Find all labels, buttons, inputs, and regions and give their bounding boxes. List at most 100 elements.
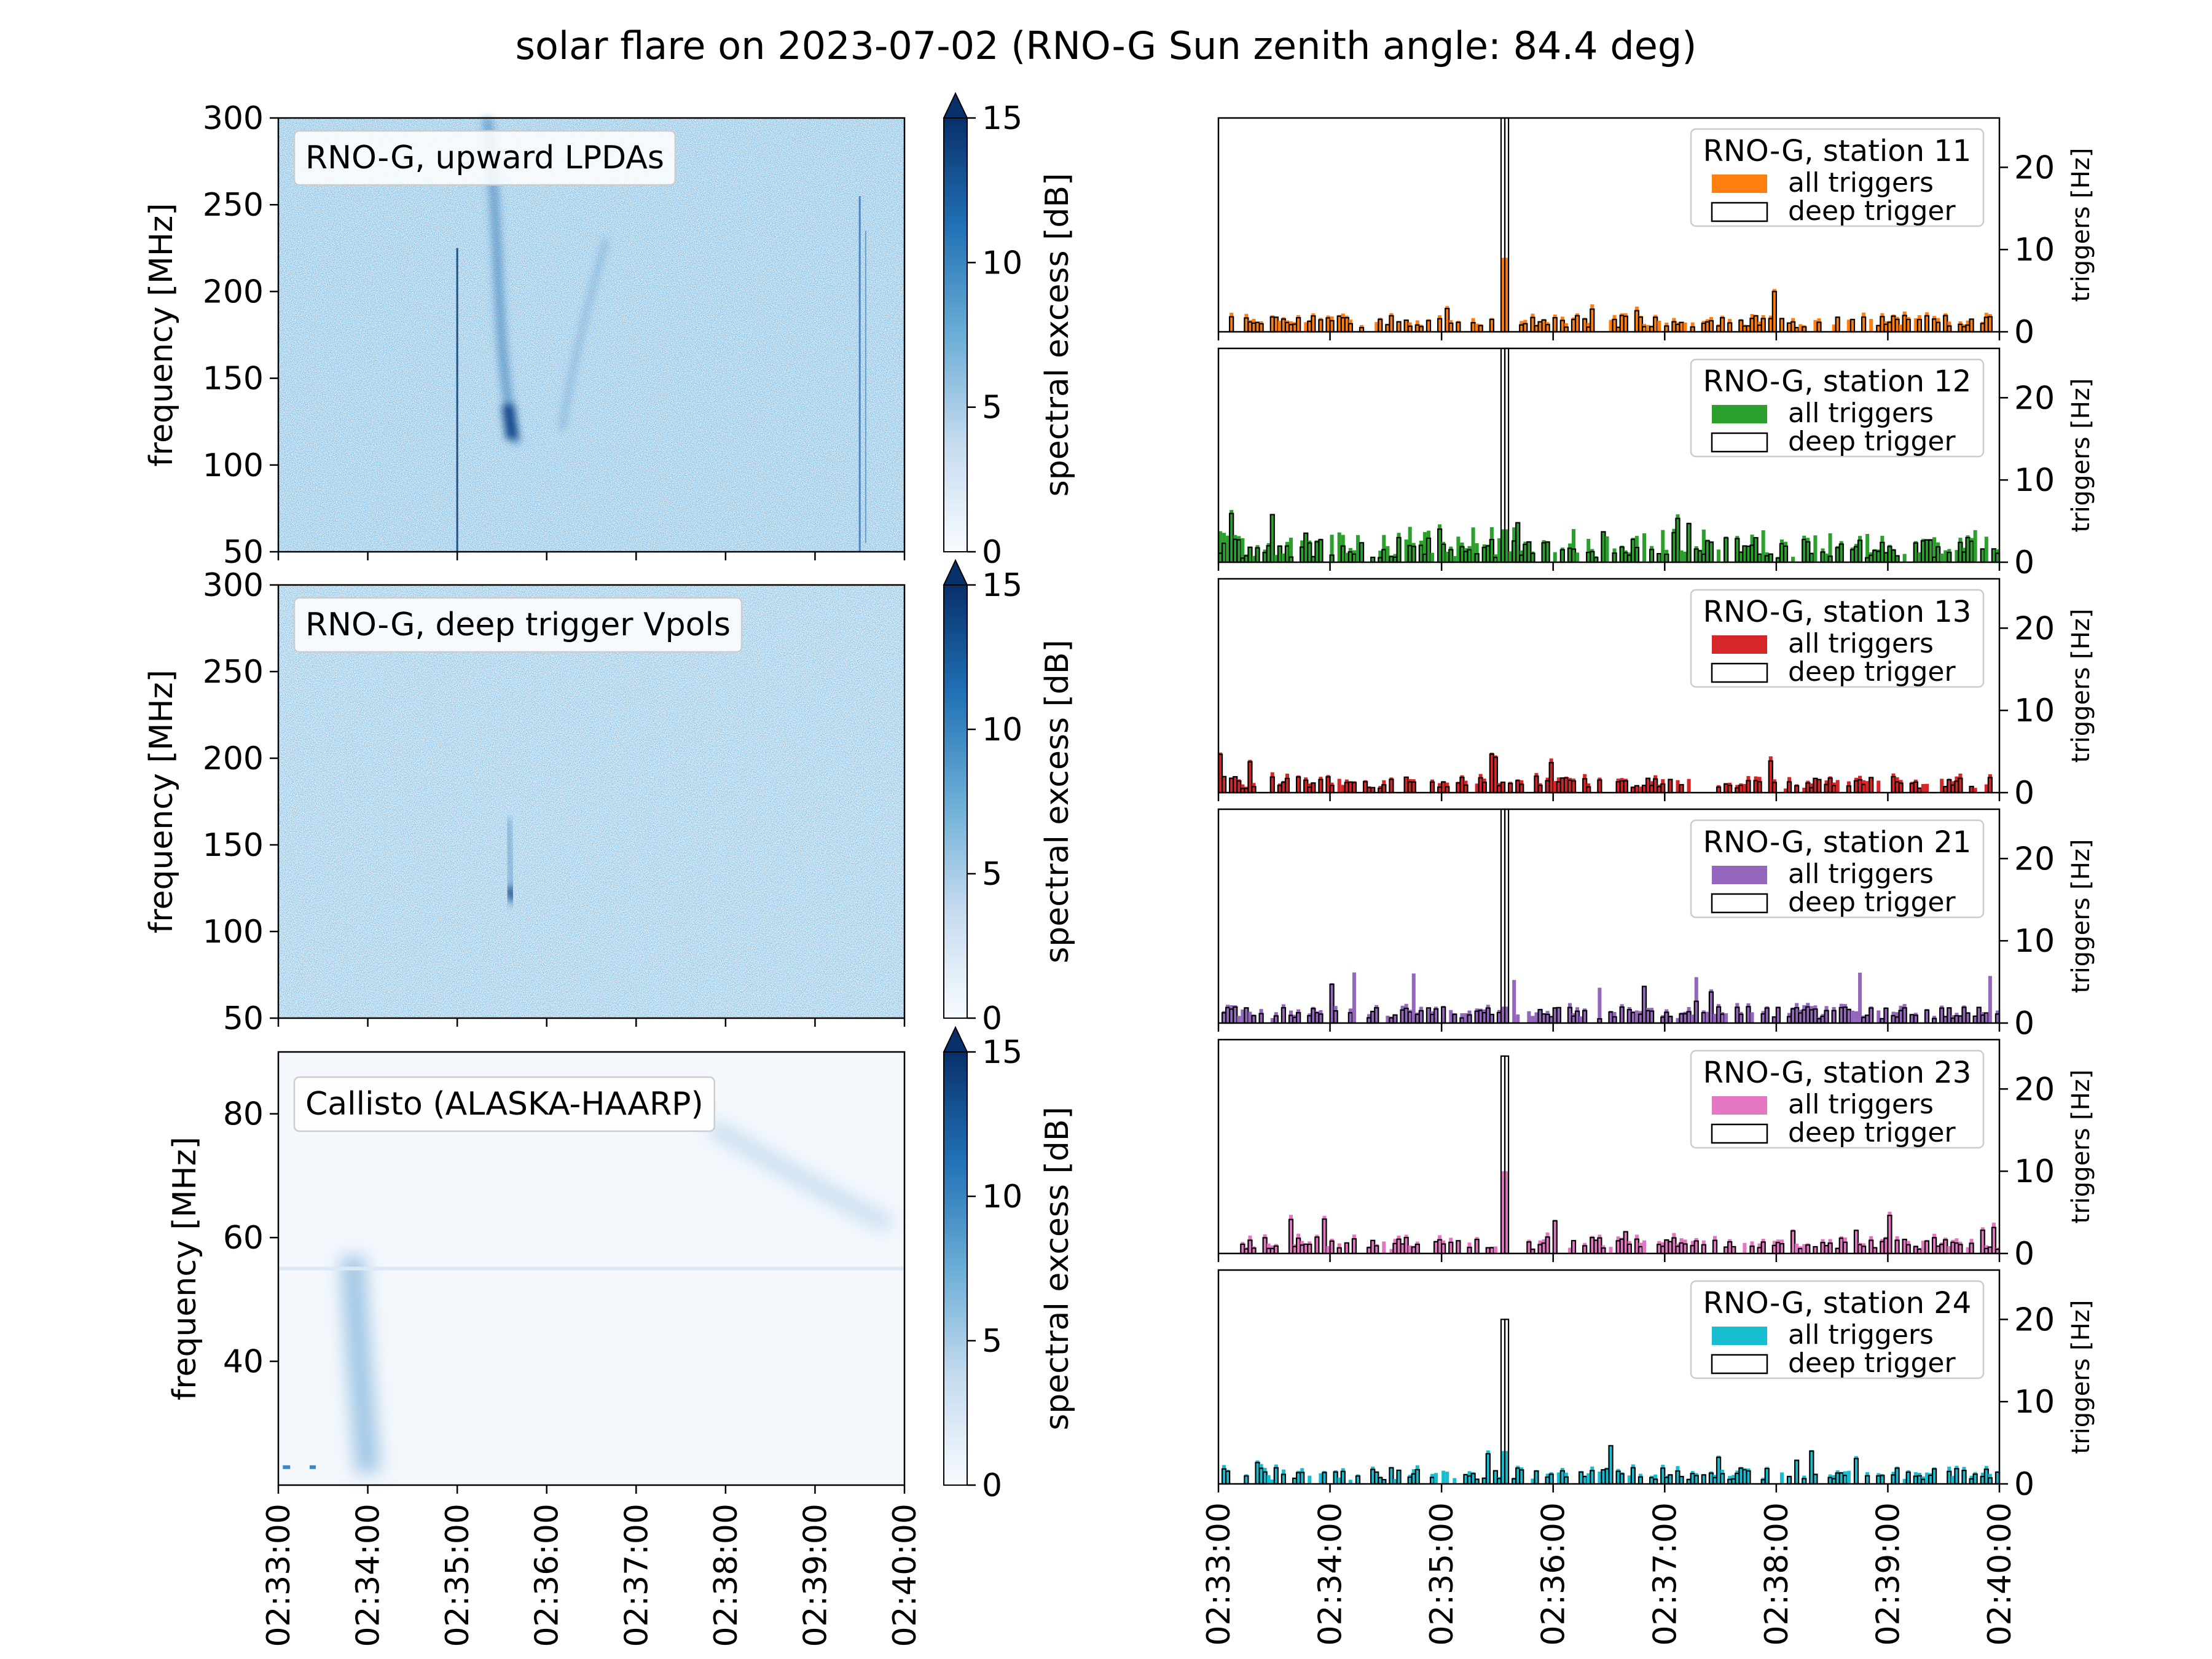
all-triggers-bar [1411, 973, 1416, 1023]
all-triggers-bar [1571, 529, 1576, 562]
all-triggers-bar [1980, 549, 1985, 562]
all-triggers-bar [1835, 1470, 1840, 1484]
all-triggers-bar [1638, 1473, 1642, 1484]
all-triggers-bar [1322, 1215, 1327, 1253]
legend-swatch-deep-trigger [1711, 1354, 1768, 1375]
all-triggers-bar [1672, 528, 1676, 562]
all-triggers-bar [1779, 1239, 1784, 1253]
all-triggers-bar [1757, 777, 1762, 793]
all-triggers-bar [1862, 312, 1866, 332]
all-triggers-bar [1411, 543, 1416, 562]
all-triggers-bar [1929, 539, 1933, 562]
all-triggers-bar [1846, 781, 1851, 793]
all-triggers-bar [1411, 779, 1416, 793]
x-tick-label: 02:35:00 [1424, 1502, 1461, 1646]
all-triggers-bar [1497, 1477, 1501, 1484]
all-triggers-bar [1717, 549, 1721, 562]
all-triggers-bar [1761, 315, 1765, 332]
all-triggers-bar [1995, 549, 1999, 562]
all-triggers-bar [1791, 557, 1795, 562]
all-triggers-bar [1940, 1242, 1944, 1253]
all-triggers-bar [1400, 1005, 1405, 1023]
all-triggers-bar [1516, 1014, 1520, 1023]
all-triggers-bar [1270, 514, 1274, 562]
all-triggers-bar [1947, 1245, 1951, 1253]
all-triggers-bar [1378, 318, 1382, 332]
all-triggers-bar [1991, 1222, 1996, 1253]
x-tick-label: 02:38:00 [1759, 1502, 1795, 1646]
all-triggers-bar [1984, 1013, 1988, 1023]
y-tick-label: 0 [2014, 1005, 2034, 1042]
all-triggers-bar [1371, 1011, 1375, 1023]
all-triggers-bar [1765, 552, 1769, 562]
all-triggers-bar [1634, 785, 1639, 793]
all-triggers-bar [1456, 1240, 1461, 1253]
all-triggers-bar [1969, 318, 1974, 332]
all-triggers-bar [1880, 1018, 1885, 1023]
all-triggers-bar [1308, 320, 1312, 332]
all-triggers-bar [1564, 1472, 1568, 1484]
all-triggers-bar [1862, 780, 1866, 793]
all-triggers-bar [1516, 779, 1520, 793]
all-triggers-bar [1687, 522, 1691, 562]
all-triggers-bar [1534, 773, 1539, 793]
all-triggers-bar [1932, 1467, 1937, 1484]
all-triggers-bar [1531, 1248, 1535, 1253]
legend-title: RNO-G, station 13 [1703, 595, 1972, 629]
all-triggers-bar [1326, 775, 1330, 793]
all-triggers-bar [1650, 546, 1654, 562]
all-triggers-bar [1393, 1239, 1397, 1253]
all-triggers-bar [1419, 540, 1423, 562]
legend-box [1690, 1280, 1985, 1379]
all-triggers-bar [1955, 1465, 1959, 1484]
all-triggers-bar [1679, 1012, 1684, 1023]
all-triggers-bar [1277, 783, 1282, 793]
all-triggers-bar [1701, 1473, 1706, 1484]
colorbar-gradient [944, 585, 967, 1018]
all-triggers-bar [1880, 536, 1885, 562]
legend-label-all-triggers: all triggers [1788, 1319, 1934, 1351]
all-triggers-bar [1921, 538, 1925, 562]
all-triggers-bar [1913, 1472, 1918, 1484]
all-triggers-bar [1806, 1243, 1810, 1253]
all-triggers-bar [1638, 315, 1642, 332]
all-triggers-bar [1371, 787, 1375, 793]
all-triggers-bar [1371, 557, 1375, 562]
all-triggers-bar [1237, 1016, 1241, 1023]
all-triggers-bar [1560, 1467, 1564, 1484]
all-triggers-bar [1605, 536, 1609, 562]
all-triggers-bar [1765, 1006, 1769, 1023]
all-triggers-bar [1500, 529, 1505, 562]
all-triggers-bar [1598, 987, 1602, 1023]
all-triggers-bar [1772, 1241, 1776, 1253]
all-triggers-bar [1252, 783, 1256, 793]
all-triggers-bar [1270, 315, 1274, 332]
all-triggers-bar [1724, 783, 1728, 793]
y-axis-label: triggers [Hz] [2067, 839, 2095, 994]
all-triggers-bar [1940, 779, 1944, 793]
all-triggers-bar [1623, 313, 1628, 332]
all-triggers-bar [1464, 1474, 1468, 1484]
all-triggers-bar [1341, 785, 1345, 793]
x-tick-label: 02:36:00 [1535, 1502, 1572, 1646]
all-triggers-bar [1929, 1473, 1933, 1484]
axes-frame [1217, 1038, 2001, 1255]
all-triggers-bar [1404, 777, 1408, 793]
all-triggers-bar [1791, 318, 1795, 332]
all-triggers-bar [1817, 318, 1821, 332]
y-tick-label: 150 [203, 361, 264, 398]
all-triggers-bar [1382, 535, 1386, 562]
legend-swatch-all-triggers [1712, 1327, 1767, 1345]
all-triggers-bar [1348, 1480, 1352, 1484]
all-triggers-bar [1947, 549, 1951, 562]
all-triggers-bar [1259, 1464, 1263, 1484]
all-triggers-bar [1404, 539, 1408, 562]
all-triggers-bar [1917, 315, 1921, 332]
all-triggers-bar [1556, 777, 1561, 793]
all-triggers-bar [1631, 1464, 1635, 1484]
y-tick-label: 10 [2014, 1153, 2055, 1190]
